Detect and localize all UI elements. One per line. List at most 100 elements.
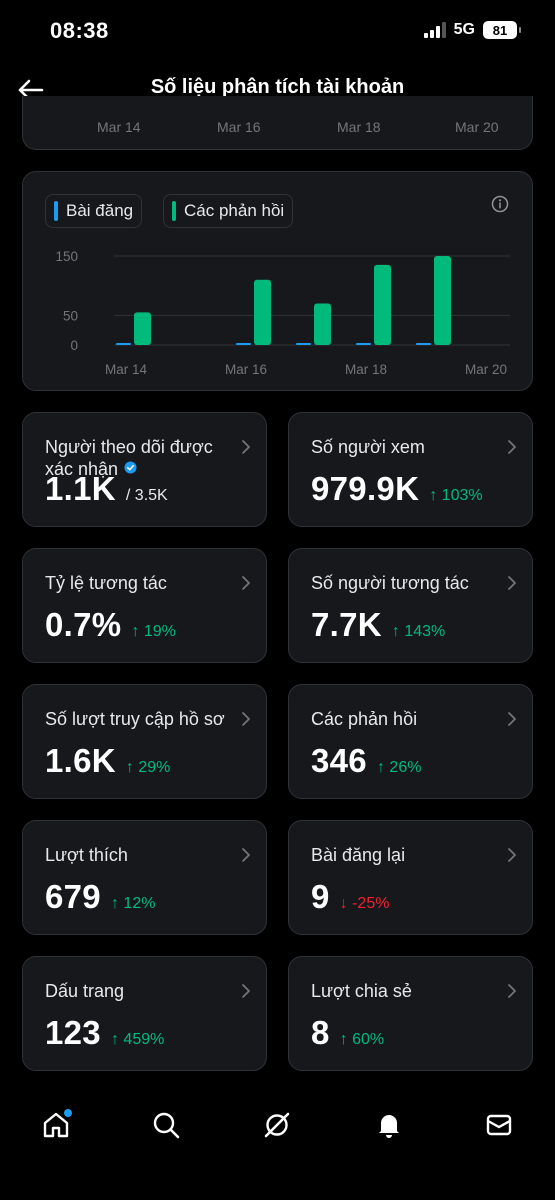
stat-label: Lượt thích bbox=[45, 844, 235, 866]
stat-change: ↑ 29% bbox=[125, 759, 171, 776]
info-icon[interactable] bbox=[490, 194, 510, 214]
posts-replies-chart-card: Bài đăng Các phản hồi 0 50 150 Mar 14 Mar 16… bbox=[22, 171, 533, 391]
stat-label: Các phản hồi bbox=[311, 708, 501, 730]
tab-notifications[interactable] bbox=[369, 1105, 409, 1145]
stat-value: 0.7% bbox=[45, 606, 122, 643]
stat-label-text: Số người tương tác bbox=[311, 573, 469, 593]
bar-chart: 0 50 150 Mar 14 Mar 16 Mar 18 Mar 20 bbox=[55, 249, 510, 377]
bar-posts[interactable] bbox=[356, 343, 371, 345]
bar-replies[interactable] bbox=[134, 312, 151, 345]
stat-label-text: Tỷ lệ tương tác bbox=[45, 573, 167, 593]
stat-value: 979.9K bbox=[311, 470, 420, 507]
battery-icon: 81 bbox=[483, 21, 521, 39]
stat-values: 7.7K ↑ 143% bbox=[311, 606, 445, 644]
battery-level: 81 bbox=[492, 22, 508, 38]
bell-icon bbox=[379, 1115, 399, 1138]
tab-grok[interactable] bbox=[257, 1105, 297, 1145]
bar-posts[interactable] bbox=[416, 343, 431, 345]
stat-values: 1.1K / 3.5K bbox=[45, 470, 168, 508]
search-icon bbox=[153, 1112, 180, 1139]
notification-dot bbox=[64, 1109, 72, 1117]
verified-badge-icon bbox=[124, 461, 137, 474]
stat-value: 9 bbox=[311, 878, 330, 915]
stat-card[interactable]: Tỷ lệ tương tác 0.7% ↑ 19% bbox=[22, 548, 267, 663]
x-tick-label: Mar 18 bbox=[337, 119, 381, 135]
stat-value: 1.6K bbox=[45, 742, 116, 779]
stat-change: ↑ 103% bbox=[429, 487, 483, 504]
stat-label-text: Các phản hồi bbox=[311, 709, 418, 729]
y-tick-label: 150 bbox=[55, 249, 78, 264]
x-tick-label: Mar 16 bbox=[217, 119, 261, 135]
stat-value: 679 bbox=[45, 878, 101, 915]
stat-card[interactable]: Số người xem 979.9K ↑ 103% bbox=[288, 412, 533, 527]
chevron-right-icon bbox=[508, 440, 516, 454]
stat-values: 123 ↑ 459% bbox=[45, 1014, 164, 1052]
legend-label: Các phản hồi bbox=[184, 201, 285, 220]
chevron-right-icon bbox=[508, 712, 516, 726]
stat-card[interactable]: Lượt thích 679 ↑ 12% bbox=[22, 820, 267, 935]
stat-total: / 3.5K bbox=[125, 487, 168, 504]
stat-card[interactable]: Số người tương tác 7.7K ↑ 143% bbox=[288, 548, 533, 663]
bottom-tab-bar bbox=[0, 1090, 555, 1200]
stat-card[interactable]: Số lượt truy cập hồ sơ 1.6K ↑ 29% bbox=[22, 684, 267, 799]
legend-swatch bbox=[54, 201, 58, 221]
stat-values: 979.9K ↑ 103% bbox=[311, 470, 483, 508]
bar-replies[interactable] bbox=[254, 279, 271, 345]
stat-value: 123 bbox=[45, 1014, 101, 1051]
stat-label-text: Lượt thích bbox=[45, 845, 128, 865]
stat-label-text: Người theo dõi được xác nhận bbox=[45, 437, 213, 479]
home-icon bbox=[43, 1112, 69, 1138]
stat-values: 679 ↑ 12% bbox=[45, 878, 155, 916]
bar-replies[interactable] bbox=[374, 264, 391, 345]
bar-posts[interactable] bbox=[236, 343, 251, 345]
x-tick-label: Mar 20 bbox=[455, 119, 499, 135]
stat-label-text: Số người xem bbox=[311, 437, 425, 457]
y-tick-label: 0 bbox=[70, 338, 78, 353]
stat-change: ↑ 60% bbox=[339, 1031, 385, 1048]
y-tick-label: 50 bbox=[63, 308, 78, 323]
tab-messages[interactable] bbox=[479, 1105, 519, 1145]
stat-label: Lượt chia sẻ bbox=[311, 980, 501, 1002]
stat-values: 8 ↑ 60% bbox=[311, 1014, 384, 1052]
chevron-right-icon bbox=[508, 984, 516, 998]
chevron-right-icon bbox=[242, 576, 250, 590]
legend-replies[interactable]: Các phản hồi bbox=[163, 194, 294, 228]
tab-search[interactable] bbox=[146, 1105, 186, 1145]
stat-label: Bài đăng lại bbox=[311, 844, 501, 866]
page-title: Số liệu phân tích tài khoản bbox=[150, 76, 405, 98]
tab-home[interactable] bbox=[36, 1105, 76, 1145]
grok-icon bbox=[264, 1112, 290, 1138]
status-bar: 08:38 5G 81 bbox=[0, 0, 555, 62]
stat-value: 8 bbox=[311, 1014, 330, 1051]
x-tick-label: Mar 14 bbox=[105, 362, 148, 377]
mail-icon bbox=[486, 1114, 512, 1136]
stat-value: 7.7K bbox=[311, 606, 382, 643]
bar-posts[interactable] bbox=[116, 343, 131, 345]
stat-value: 346 bbox=[311, 742, 367, 779]
stat-label: Số người xem bbox=[311, 436, 501, 458]
status-indicators: 5G 81 bbox=[423, 21, 521, 39]
chevron-right-icon bbox=[242, 984, 250, 998]
stat-label: Tỷ lệ tương tác bbox=[45, 572, 235, 594]
stat-label-text: Số lượt truy cập hồ sơ bbox=[45, 709, 225, 729]
stat-card[interactable]: Dấu trang 123 ↑ 459% bbox=[22, 956, 267, 1071]
bar-posts[interactable] bbox=[296, 343, 311, 345]
chevron-right-icon bbox=[508, 576, 516, 590]
stat-label: Người theo dõi được xác nhận bbox=[45, 436, 235, 480]
stat-card[interactable]: Người theo dõi được xác nhận 1.1K / 3.5K bbox=[22, 412, 267, 527]
bar-replies[interactable] bbox=[314, 303, 331, 345]
stat-values: 0.7% ↑ 19% bbox=[45, 606, 176, 644]
stat-label: Số người tương tác bbox=[311, 572, 501, 594]
stat-label-text: Dấu trang bbox=[45, 981, 125, 1001]
chevron-right-icon bbox=[242, 440, 250, 454]
stat-card[interactable]: Lượt chia sẻ 8 ↑ 60% bbox=[288, 956, 533, 1071]
stat-values: 9 ↓ -25% bbox=[311, 878, 389, 916]
bar-replies[interactable] bbox=[434, 256, 451, 345]
stat-card[interactable]: Bài đăng lại 9 ↓ -25% bbox=[288, 820, 533, 935]
stat-card[interactable]: Các phản hồi 346 ↑ 26% bbox=[288, 684, 533, 799]
chevron-right-icon bbox=[242, 848, 250, 862]
stat-value: 1.1K bbox=[45, 470, 116, 507]
header: Số liệu phân tích tài khoản bbox=[0, 66, 555, 114]
legend-posts[interactable]: Bài đăng bbox=[45, 194, 143, 228]
stat-label: Số lượt truy cập hồ sơ bbox=[45, 708, 235, 730]
